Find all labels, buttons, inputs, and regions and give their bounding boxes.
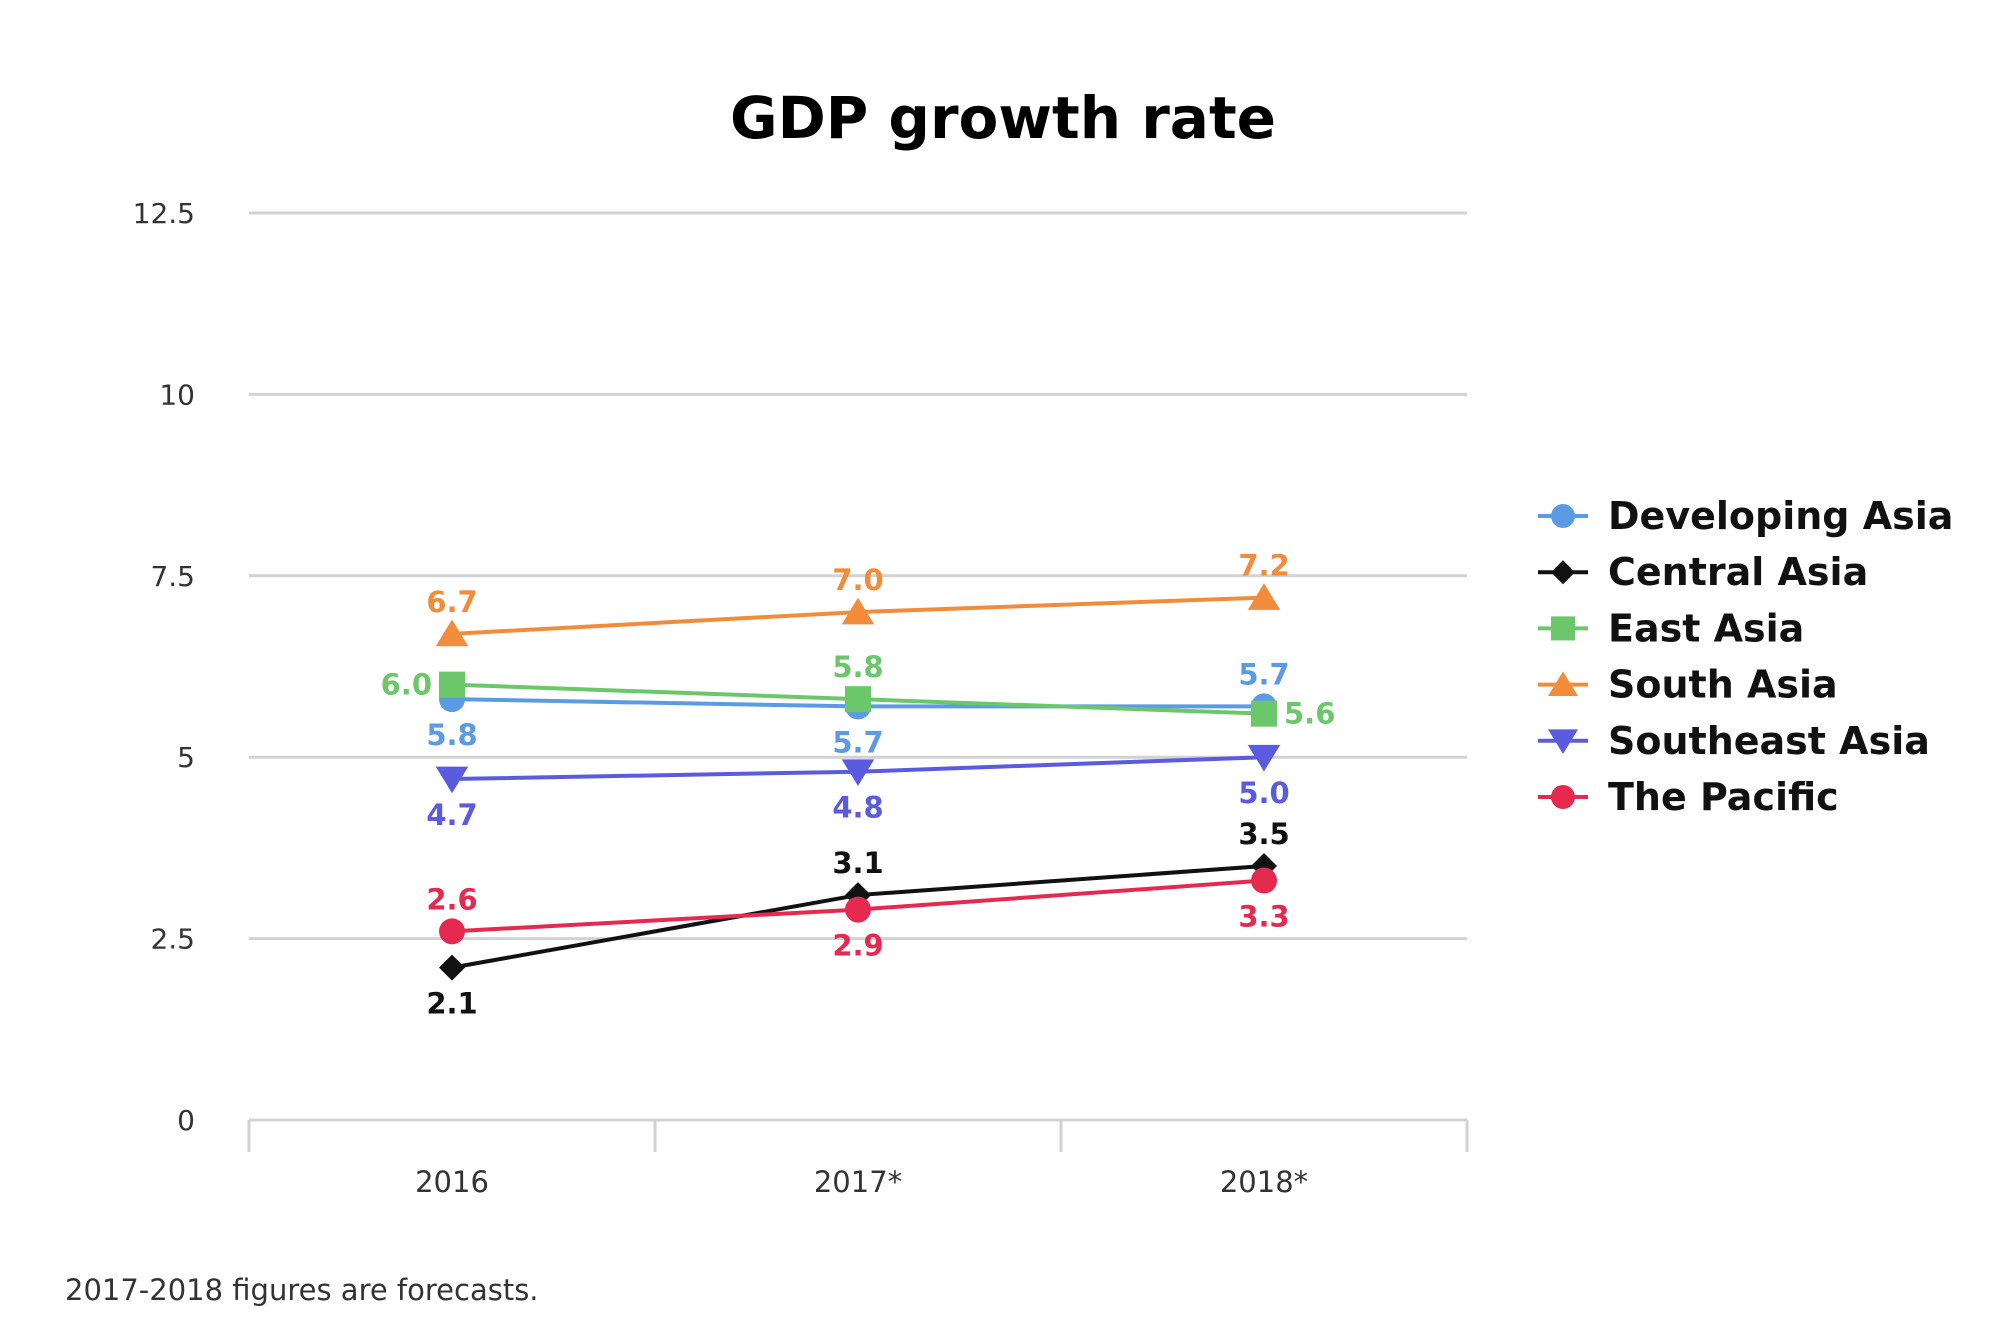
footnote: 2017-2018 figures are forecasts.	[65, 1273, 539, 1307]
legend-marker-the-pacific	[1551, 785, 1575, 809]
data-label-the-pacific: 2.6	[426, 882, 477, 916]
legend-item-the-pacific: The Pacific	[1538, 775, 1839, 819]
y-tick-label: 7.5	[150, 560, 195, 593]
legend-label: Southeast Asia	[1608, 719, 1930, 763]
data-point-southeast-asia	[1247, 744, 1281, 772]
legend-marker-developing-asia	[1551, 504, 1575, 528]
data-label-developing-asia: 5.7	[832, 725, 883, 759]
legend-item-east-asia: East Asia	[1538, 606, 1804, 650]
legend-label: The Pacific	[1608, 775, 1839, 819]
data-label-east-asia: 5.6	[1284, 697, 1335, 731]
data-point-the-pacific	[1251, 867, 1277, 894]
chart-title: GDP growth rate	[730, 84, 1276, 152]
data-labels: 5.8 5.7 5.7 2.1 3.1 3.5 6.0 5.8 5.6 6.7 7.0 7.2 4.7 4…	[381, 549, 1336, 1021]
legend-label: South Asia	[1608, 663, 1838, 707]
legend: Developing Asia Central Asia East Asia Sout…	[1538, 494, 1953, 819]
y-tick-label: 10	[159, 378, 195, 411]
data-point-east-asia	[439, 671, 465, 698]
legend-item-southeast-asia: Southeast Asia	[1538, 719, 1930, 763]
data-label-the-pacific: 2.9	[832, 929, 883, 963]
data-point-south-asia	[841, 597, 875, 625]
legend-marker-east-asia	[1551, 616, 1575, 641]
data-point-south-asia	[1247, 583, 1281, 610]
data-label-developing-asia: 5.8	[426, 718, 477, 752]
data-label-southeast-asia: 4.8	[832, 791, 883, 825]
data-label-east-asia: 6.0	[381, 668, 432, 702]
y-tick-label: 2.5	[150, 923, 195, 956]
legend-item-developing-asia: Developing Asia	[1538, 494, 1953, 538]
x-tick-label: 2017*	[814, 1165, 902, 1199]
data-label-south-asia: 7.0	[832, 563, 883, 597]
data-point-south-asia	[435, 619, 469, 647]
y-tick-label: 5	[177, 741, 195, 774]
data-point-the-pacific	[439, 918, 465, 945]
data-label-central-asia: 2.1	[426, 987, 477, 1021]
data-point-east-asia	[845, 686, 871, 713]
data-label-south-asia: 7.2	[1238, 549, 1289, 583]
data-point-central-asia	[439, 954, 465, 981]
y-tick-label: 0	[177, 1104, 195, 1137]
x-axis-tick-labels: 2016 2017* 2018*	[415, 1165, 1308, 1199]
legend-marker-south-asia	[1548, 671, 1578, 696]
legend-label: Developing Asia	[1608, 494, 1953, 538]
data-label-developing-asia: 5.7	[1238, 657, 1289, 691]
legend-label: Central Asia	[1608, 550, 1868, 594]
series-lines	[435, 583, 1281, 981]
legend-item-central-asia: Central Asia	[1538, 550, 1868, 594]
data-label-central-asia: 3.1	[832, 846, 883, 880]
data-label-south-asia: 6.7	[426, 585, 477, 619]
data-point-the-pacific	[845, 896, 871, 923]
data-label-southeast-asia: 4.7	[426, 798, 477, 832]
legend-marker-southeast-asia	[1548, 729, 1578, 754]
data-point-southeast-asia	[435, 766, 469, 794]
legend-label: East Asia	[1608, 606, 1804, 650]
data-label-east-asia: 5.8	[832, 650, 883, 684]
x-tick-label: 2016	[415, 1165, 489, 1199]
legend-marker-central-asia	[1551, 560, 1575, 585]
x-tick-label: 2018*	[1220, 1165, 1308, 1199]
data-label-the-pacific: 3.3	[1238, 900, 1289, 934]
legend-item-south-asia: South Asia	[1538, 663, 1838, 707]
data-point-east-asia	[1251, 700, 1277, 727]
y-tick-label: 12.5	[133, 197, 195, 230]
data-point-southeast-asia	[841, 759, 875, 787]
x-axis	[247, 1118, 1469, 1152]
data-label-southeast-asia: 5.0	[1238, 776, 1289, 810]
data-label-central-asia: 3.5	[1238, 817, 1289, 851]
y-axis-tick-labels: 0 2.5 5 7.5 10 12.5	[133, 197, 195, 1137]
